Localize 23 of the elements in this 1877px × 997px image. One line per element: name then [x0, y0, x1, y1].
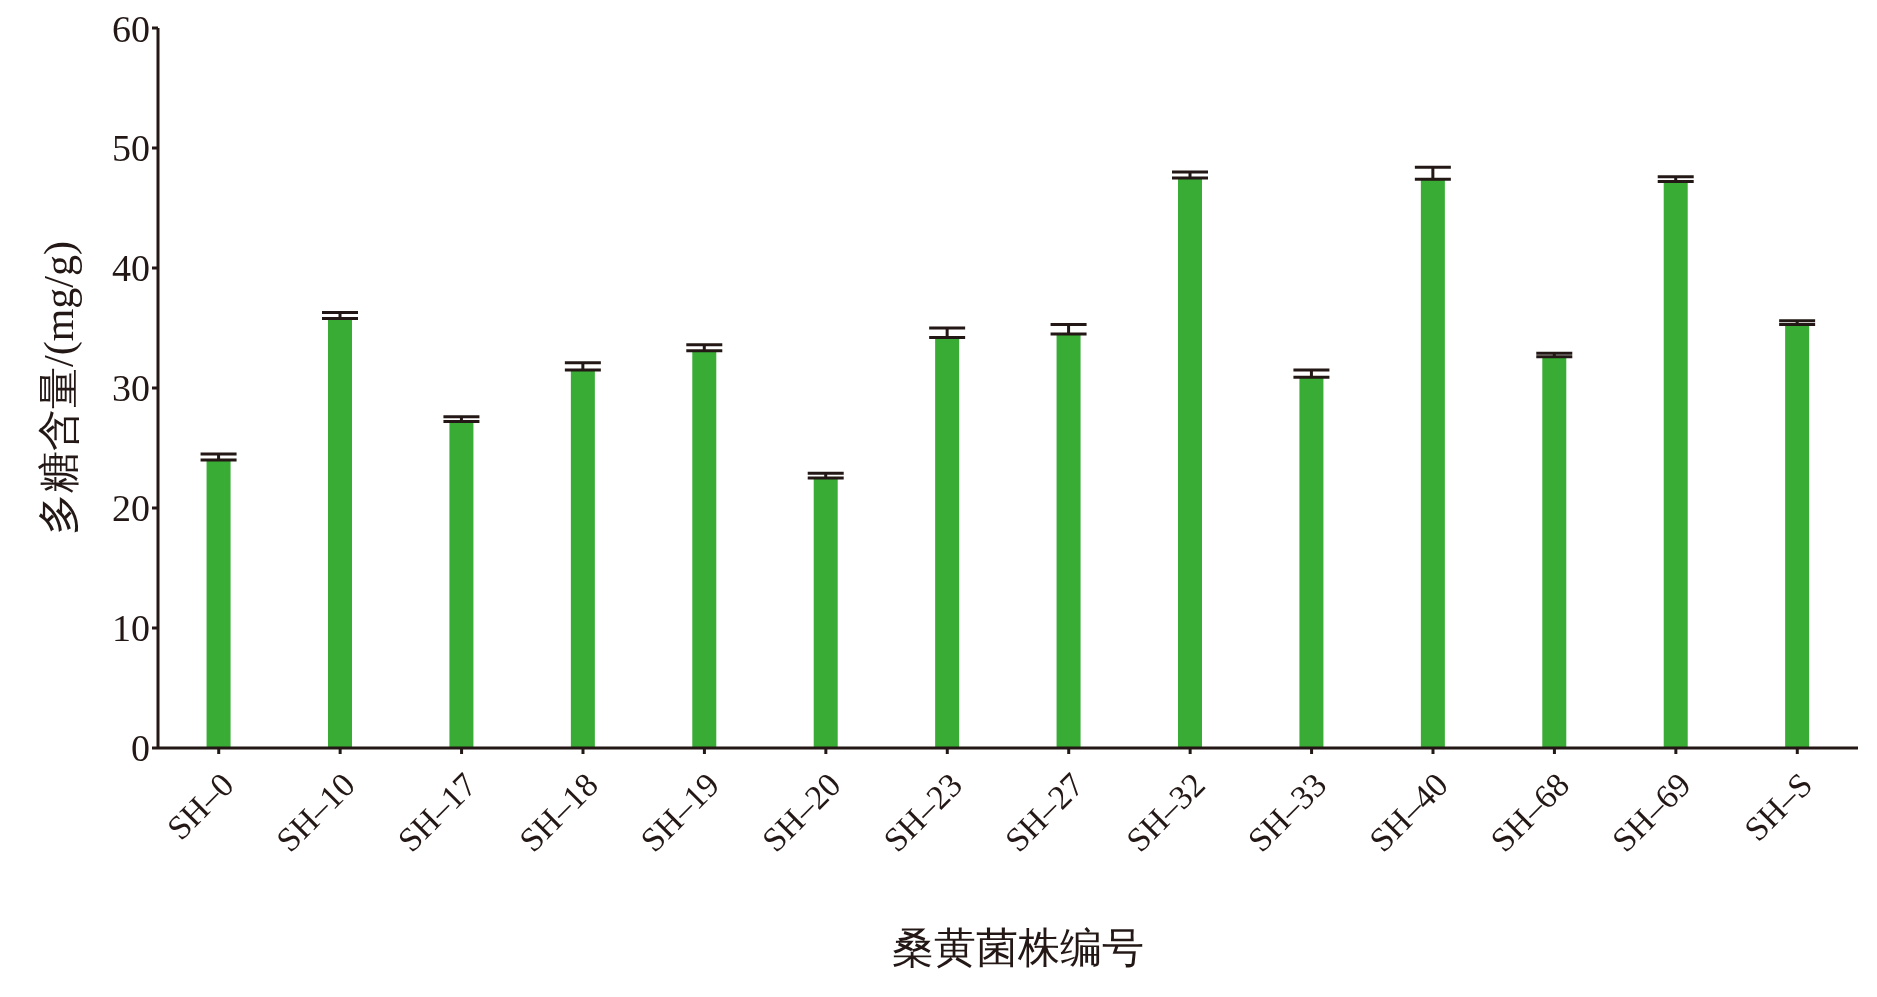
y-tick-label: 0 [131, 727, 150, 770]
bar [1178, 178, 1202, 748]
bar [328, 318, 352, 748]
y-tick-label: 30 [112, 367, 150, 410]
y-tick-label: 40 [112, 247, 150, 290]
bar [1299, 377, 1324, 748]
y-axis-title: 多糖含量/(mg/g) [35, 241, 83, 535]
y-tick-label: 20 [112, 487, 150, 530]
bar [813, 478, 838, 748]
bar [1542, 356, 1567, 748]
bar [570, 370, 595, 748]
y-tick-label: 50 [112, 127, 150, 170]
bar [449, 421, 474, 748]
bar [692, 350, 717, 748]
bar [1420, 179, 1445, 748]
bar [935, 337, 960, 748]
bar [206, 460, 231, 748]
bar [1785, 324, 1810, 748]
bar [1663, 181, 1688, 748]
y-tick-label: 60 [112, 7, 150, 50]
y-tick-label: 10 [112, 607, 150, 650]
x-axis-title: 桑黄菌株编号 [891, 924, 1145, 973]
bar [1056, 334, 1081, 748]
